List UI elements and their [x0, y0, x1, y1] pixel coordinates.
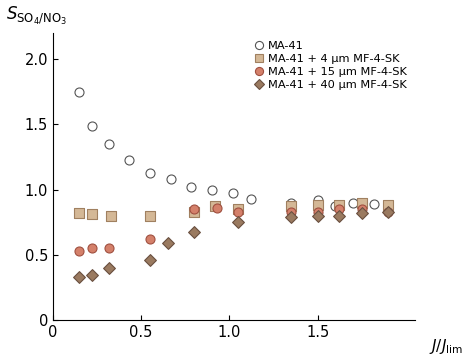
- Point: [190, 209, 198, 214]
- Point: [371, 201, 378, 207]
- Point: [234, 209, 242, 214]
- Point: [229, 191, 237, 196]
- Point: [76, 248, 83, 254]
- Point: [358, 200, 366, 205]
- Point: [190, 206, 198, 212]
- Point: [314, 213, 321, 218]
- Point: [146, 170, 154, 175]
- Point: [164, 240, 171, 246]
- Point: [349, 200, 357, 205]
- Point: [314, 197, 321, 203]
- Point: [287, 214, 295, 220]
- Point: [167, 176, 175, 182]
- Point: [125, 157, 133, 162]
- Point: [335, 213, 343, 218]
- Point: [234, 206, 242, 212]
- Text: $J/J_\mathrm{lim}$: $J/J_\mathrm{lim}$: [429, 337, 463, 356]
- Point: [385, 209, 392, 214]
- Point: [146, 236, 154, 242]
- Point: [385, 202, 392, 208]
- Point: [287, 200, 295, 205]
- Point: [234, 219, 242, 225]
- Point: [146, 257, 154, 263]
- Point: [335, 206, 343, 212]
- Point: [287, 209, 295, 214]
- Point: [107, 213, 115, 218]
- Point: [208, 187, 215, 192]
- Point: [314, 209, 321, 214]
- Point: [358, 206, 366, 212]
- Point: [212, 204, 219, 209]
- Point: [106, 245, 113, 251]
- Text: $S_{\mathrm{SO_4/NO_3}}$: $S_{\mathrm{SO_4/NO_3}}$: [6, 5, 67, 27]
- Point: [76, 89, 83, 95]
- Point: [287, 204, 295, 209]
- Point: [76, 274, 83, 280]
- Point: [332, 204, 339, 209]
- Point: [358, 210, 366, 216]
- Point: [88, 245, 95, 251]
- Legend: MA-41, MA-41 + 4 μm MF-4-SK, MA-41 + 15 μm MF-4-SK, MA-41 + 40 μm MF-4-SK: MA-41, MA-41 + 4 μm MF-4-SK, MA-41 + 15 …: [251, 39, 409, 92]
- Point: [247, 196, 254, 201]
- Point: [213, 205, 221, 210]
- Point: [106, 265, 113, 270]
- Point: [106, 141, 113, 147]
- Point: [76, 210, 83, 216]
- Point: [385, 209, 392, 214]
- Point: [335, 202, 343, 208]
- Point: [385, 202, 392, 208]
- Point: [88, 273, 95, 278]
- Point: [88, 212, 95, 217]
- Point: [314, 202, 321, 208]
- Point: [146, 213, 154, 218]
- Point: [88, 123, 95, 129]
- Point: [187, 184, 194, 190]
- Point: [190, 230, 198, 235]
